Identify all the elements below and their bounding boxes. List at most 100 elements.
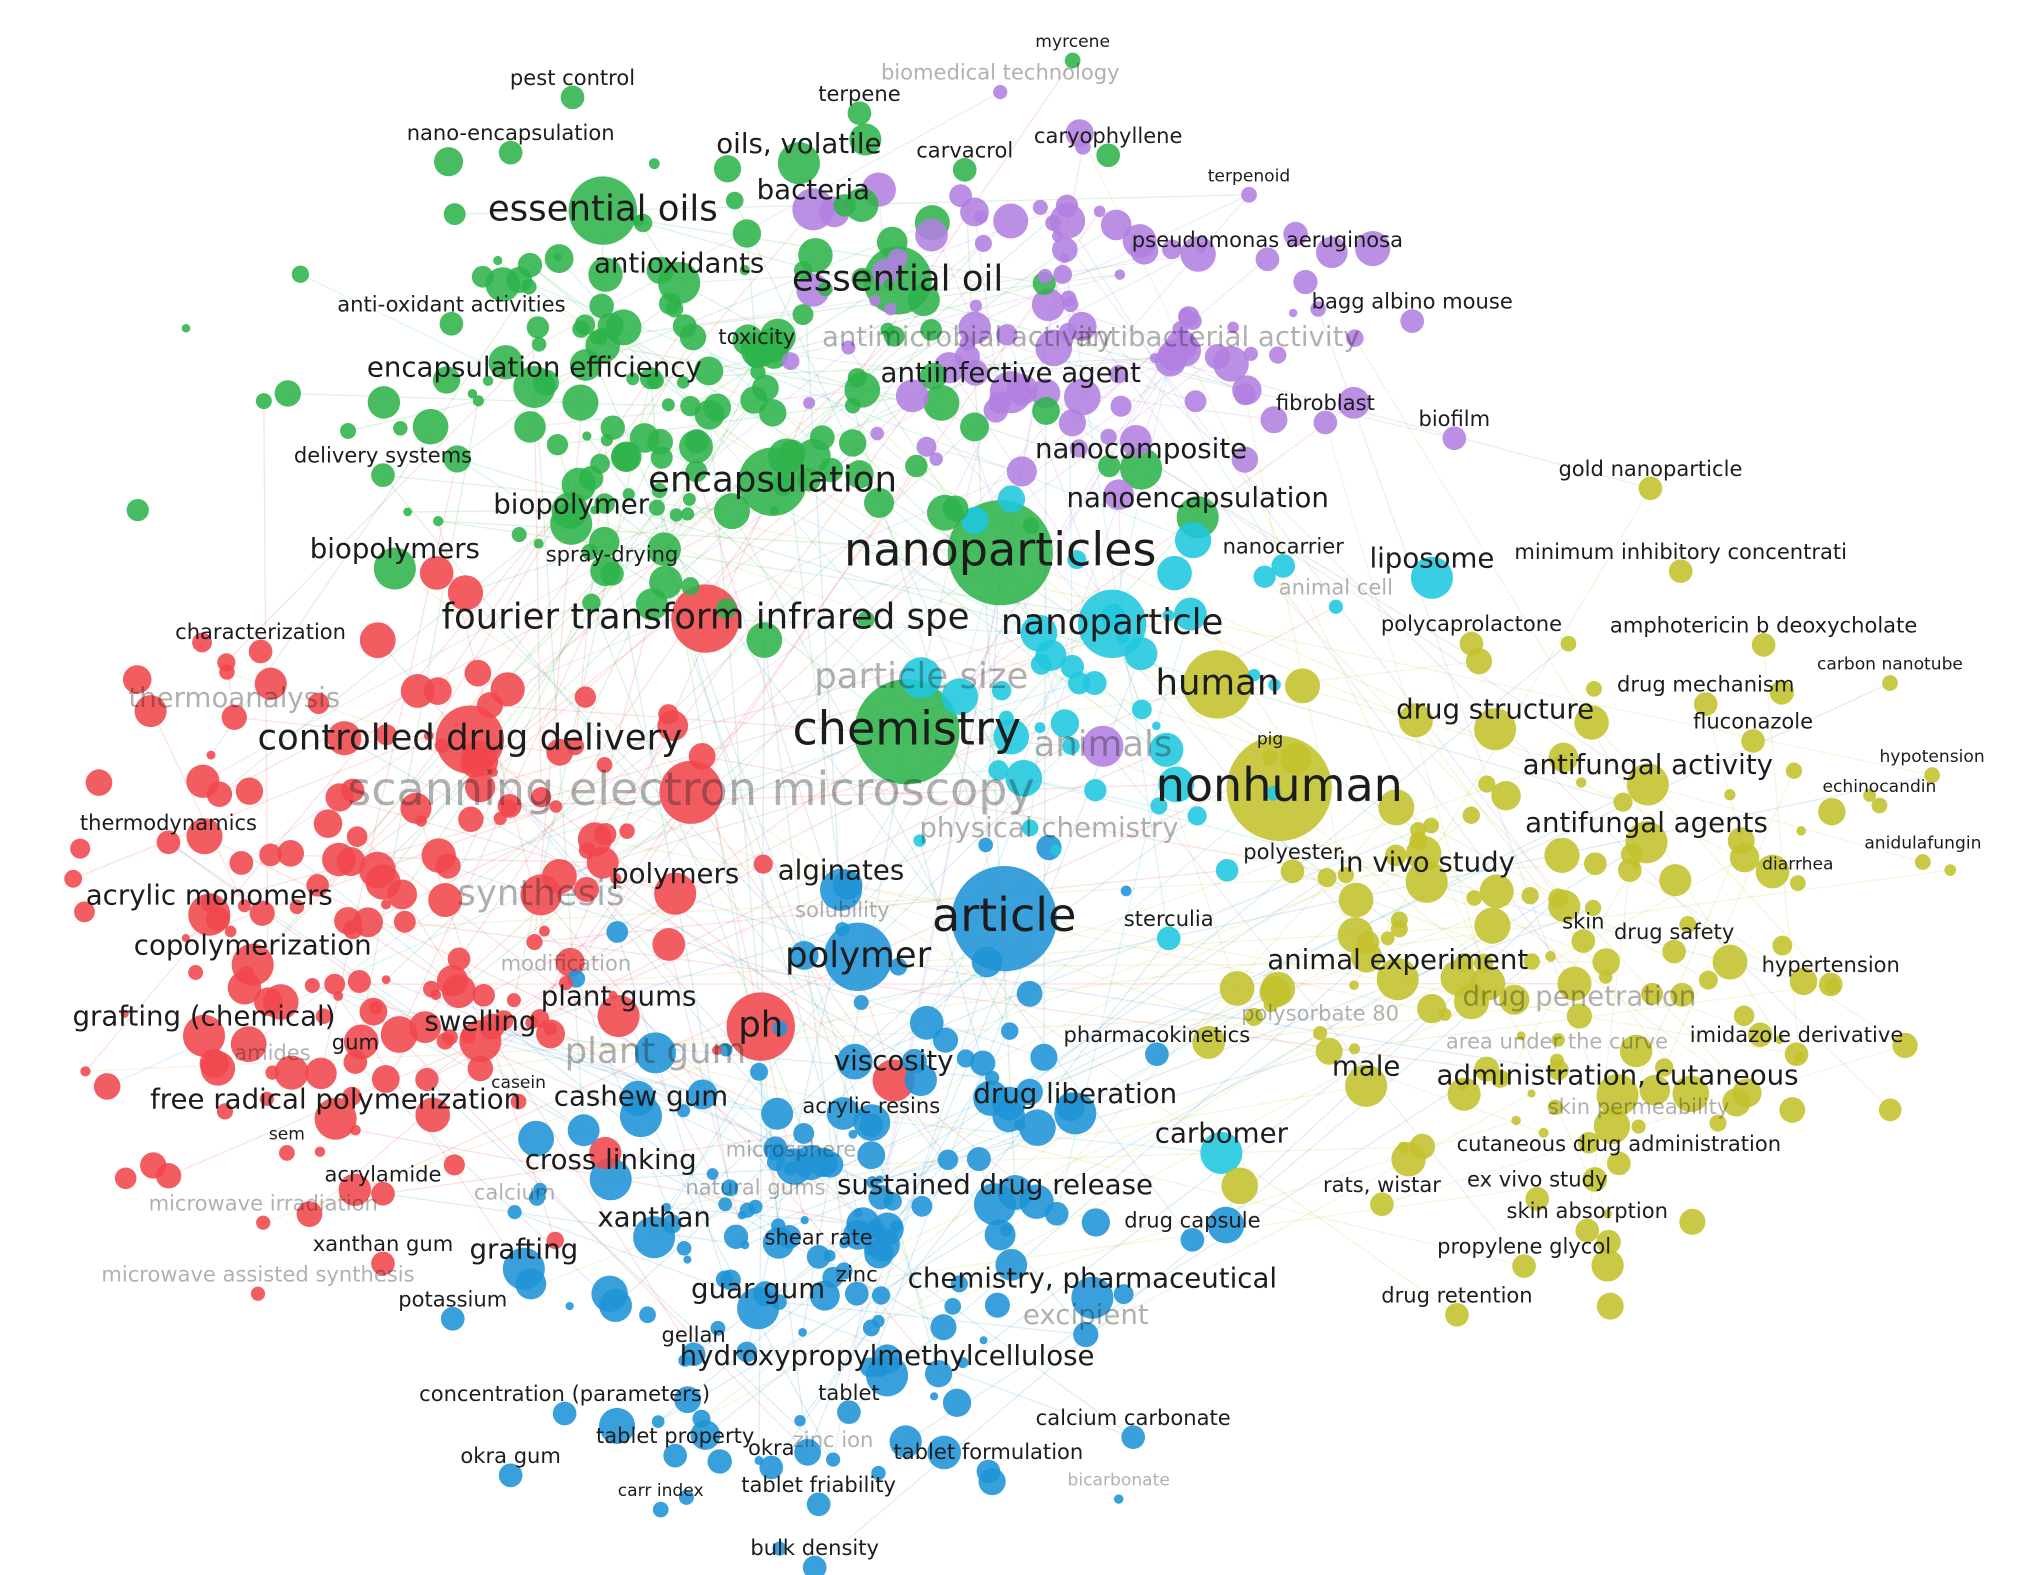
node-label[interactable]: article xyxy=(932,888,1076,942)
node-label[interactable]: sustained drug release xyxy=(837,1168,1153,1201)
node-label[interactable]: excipient xyxy=(1023,1298,1149,1331)
node-label[interactable]: nonhuman xyxy=(1156,758,1403,812)
node-label[interactable]: bulk density xyxy=(750,1535,879,1560)
node-label[interactable]: imidazole derivative xyxy=(1690,1022,1904,1047)
node-label[interactable]: thermoanalysis xyxy=(128,681,340,714)
node-label[interactable]: cashew gum xyxy=(554,1080,728,1113)
node-label[interactable]: diarrhea xyxy=(1762,855,1833,875)
node-label[interactable]: echinocandin xyxy=(1822,777,1936,797)
node-label[interactable]: chemistry xyxy=(792,701,1021,755)
node-label[interactable]: bicarbonate xyxy=(1068,1471,1170,1491)
node-label[interactable]: particle size xyxy=(814,656,1028,697)
node-label[interactable]: essential oil xyxy=(792,258,1003,299)
node-label[interactable]: essential oils xyxy=(488,189,718,230)
node-label[interactable]: gold nanoparticle xyxy=(1558,456,1742,481)
node-label[interactable]: amphotericin b deoxycholate xyxy=(1610,612,1917,637)
node-label[interactable]: area under the curve xyxy=(1446,1028,1668,1053)
node-label[interactable]: encapsulation xyxy=(648,460,897,501)
node-label[interactable]: bagg albino mouse xyxy=(1312,289,1513,314)
node-label[interactable]: nanoencapsulation xyxy=(1066,481,1328,514)
node-label[interactable]: drug liberation xyxy=(973,1077,1177,1110)
node-label[interactable]: sem xyxy=(269,1125,305,1145)
node-label[interactable]: biopolymers xyxy=(310,532,480,565)
node-label[interactable]: skin permeability xyxy=(1548,1094,1730,1119)
node-label[interactable]: pest control xyxy=(510,65,635,90)
node-label[interactable]: anti-oxidant activities xyxy=(337,291,565,316)
node-label[interactable]: animal experiment xyxy=(1267,943,1528,976)
node-label[interactable]: calcium xyxy=(474,1180,556,1205)
node-label[interactable]: cutaneous drug administration xyxy=(1457,1131,1782,1156)
node-label[interactable]: tablet friability xyxy=(741,1472,896,1497)
node-label[interactable]: antifungal agents xyxy=(1525,806,1768,839)
node-label[interactable]: toxicity xyxy=(718,324,795,349)
node-label[interactable]: okra gum xyxy=(460,1443,561,1468)
node-label[interactable]: guar gum xyxy=(691,1272,825,1305)
node-label[interactable]: spray-drying xyxy=(546,541,679,566)
node-label[interactable]: polycaprolactone xyxy=(1381,611,1562,636)
node-label[interactable]: calcium carbonate xyxy=(1036,1405,1231,1430)
node-label[interactable]: chemistry, pharmaceutical xyxy=(908,1261,1277,1294)
node-label[interactable]: drug retention xyxy=(1381,1282,1532,1307)
node-label[interactable]: shear rate xyxy=(765,1224,873,1249)
node-label[interactable]: biomedical technology xyxy=(881,60,1120,85)
node-label[interactable]: male xyxy=(1332,1049,1401,1082)
node-label[interactable]: fourier transform infrared spe xyxy=(441,597,969,638)
node-label[interactable]: amides xyxy=(234,1040,311,1065)
node-label[interactable]: carbon nanotube xyxy=(1817,655,1963,675)
node-label[interactable]: microsphere xyxy=(726,1136,857,1161)
node-label[interactable]: acrylic resins xyxy=(802,1093,940,1118)
node-label[interactable]: delivery systems xyxy=(294,443,472,468)
node-label[interactable]: concentration (parameters) xyxy=(419,1381,710,1406)
node-label[interactable]: antimicrobial activity xyxy=(822,320,1113,353)
node-label[interactable]: gum xyxy=(332,1030,379,1055)
node-label[interactable]: solubility xyxy=(795,897,890,922)
node-label[interactable]: viscosity xyxy=(834,1044,954,1077)
node-label[interactable]: skin xyxy=(1562,909,1604,934)
node-label[interactable]: polyester xyxy=(1243,839,1342,864)
node-label[interactable]: okra xyxy=(748,1435,795,1460)
node-label[interactable]: drug structure xyxy=(1396,693,1594,726)
node-label[interactable]: rats, wistar xyxy=(1323,1172,1441,1197)
node-label[interactable]: acrylic monomers xyxy=(86,878,333,911)
node-label[interactable]: encapsulation efficiency xyxy=(367,351,702,384)
node-label[interactable]: free radical polymerization xyxy=(150,1082,521,1115)
node-label[interactable]: nanocomposite xyxy=(1035,432,1247,465)
node-label[interactable]: animals xyxy=(1033,724,1172,765)
node-label[interactable]: hydroxypropylmethylcellulose xyxy=(680,1339,1095,1372)
node-label[interactable]: bacteria xyxy=(757,173,870,206)
node-label[interactable]: skin absorption xyxy=(1507,1198,1668,1223)
node-label[interactable]: tablet formulation xyxy=(894,1439,1084,1464)
node-label[interactable]: grafting xyxy=(470,1232,579,1265)
node-label[interactable]: drug mechanism xyxy=(1617,672,1794,697)
node-label[interactable]: drug capsule xyxy=(1124,1207,1260,1232)
node-label[interactable]: biopolymer xyxy=(493,487,649,520)
node-label[interactable]: liposome xyxy=(1369,541,1494,574)
node-label[interactable]: gellan xyxy=(661,1322,725,1347)
node-label[interactable]: potassium xyxy=(398,1286,507,1311)
node-label[interactable]: characterization xyxy=(175,619,346,644)
node-label[interactable]: acrylamide xyxy=(325,1161,442,1186)
node-label[interactable]: ex vivo study xyxy=(1467,1167,1607,1192)
node-label[interactable]: carr index xyxy=(618,1481,704,1501)
node-label[interactable]: synthesis xyxy=(457,873,624,914)
node-label[interactable]: controlled drug delivery xyxy=(257,718,682,759)
node-label[interactable]: polymers xyxy=(611,857,739,890)
node-label[interactable]: myrcene xyxy=(1035,32,1110,52)
node-label[interactable]: antifungal activity xyxy=(1523,748,1773,781)
node-label[interactable]: thermodynamics xyxy=(80,810,257,835)
node-label[interactable]: polysorbate 80 xyxy=(1241,1001,1399,1026)
node-label[interactable]: cross linking xyxy=(525,1143,697,1176)
node-label[interactable]: antiinfective agent xyxy=(881,356,1142,389)
node-label[interactable]: zinc ion xyxy=(793,1427,874,1452)
node-label[interactable]: hypotension xyxy=(1879,747,1984,767)
node-label[interactable]: drug penetration xyxy=(1462,980,1696,1013)
node-label[interactable]: terpenoid xyxy=(1208,166,1291,186)
node-label[interactable]: pseudomonas aeruginosa xyxy=(1132,227,1403,252)
node-label[interactable]: minimum inhibitory concentrati xyxy=(1514,539,1847,564)
node-label[interactable]: fluconazole xyxy=(1693,709,1813,734)
node-label[interactable]: pig xyxy=(1257,730,1283,750)
node-label[interactable]: sterculia xyxy=(1124,906,1214,931)
node-label[interactable]: nanoparticles xyxy=(844,522,1156,576)
node-label[interactable]: xanthan xyxy=(597,1201,711,1234)
node-label[interactable]: scanning electron microscopy xyxy=(347,762,1035,816)
